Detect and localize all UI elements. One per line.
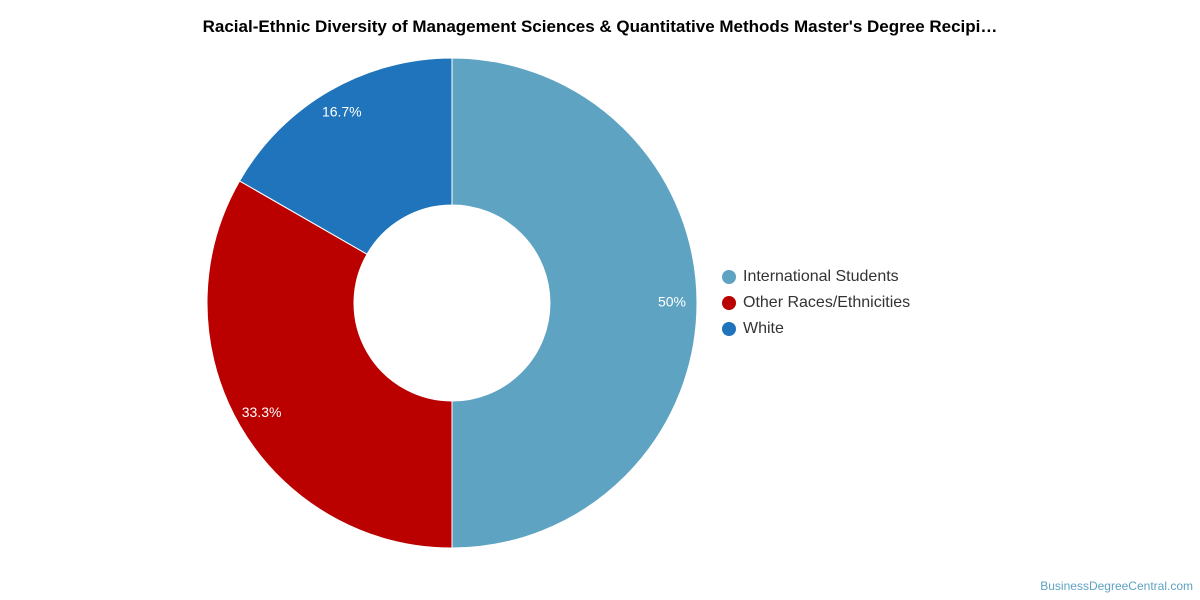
legend-item-white[interactable]: White [722, 320, 784, 337]
legend: International Students Other Races/Ethnic… [722, 268, 910, 337]
slice-label-white: 16.7% [322, 103, 362, 119]
legend-swatch-white [722, 322, 736, 336]
legend-item-international-students[interactable]: International Students [722, 268, 899, 285]
site-credit[interactable]: BusinessDegreeCentral.com [1040, 579, 1193, 593]
slice-white[interactable] [238, 57, 453, 255]
slice-label-international-students: 50% [658, 294, 686, 310]
chart-title: Racial-Ethnic Diversity of Management Sc… [202, 17, 998, 36]
slice-international-students[interactable] [451, 57, 698, 549]
legend-label-international-students: International Students [743, 268, 899, 285]
legend-label-white: White [743, 320, 784, 337]
slice-other-races-ethnicities[interactable] [206, 180, 453, 549]
legend-item-other-races-ethnicities[interactable]: Other Races/Ethnicities [722, 294, 910, 311]
donut-slices [206, 57, 698, 549]
legend-swatch-international-students [722, 270, 736, 284]
legend-label-other-races-ethnicities: Other Races/Ethnicities [743, 294, 910, 311]
legend-swatch-other-races-ethnicities [722, 296, 736, 310]
slice-label-other-races-ethnicities: 33.3% [242, 404, 282, 420]
slice-labels: 50% 33.3% 16.7% [242, 103, 686, 420]
